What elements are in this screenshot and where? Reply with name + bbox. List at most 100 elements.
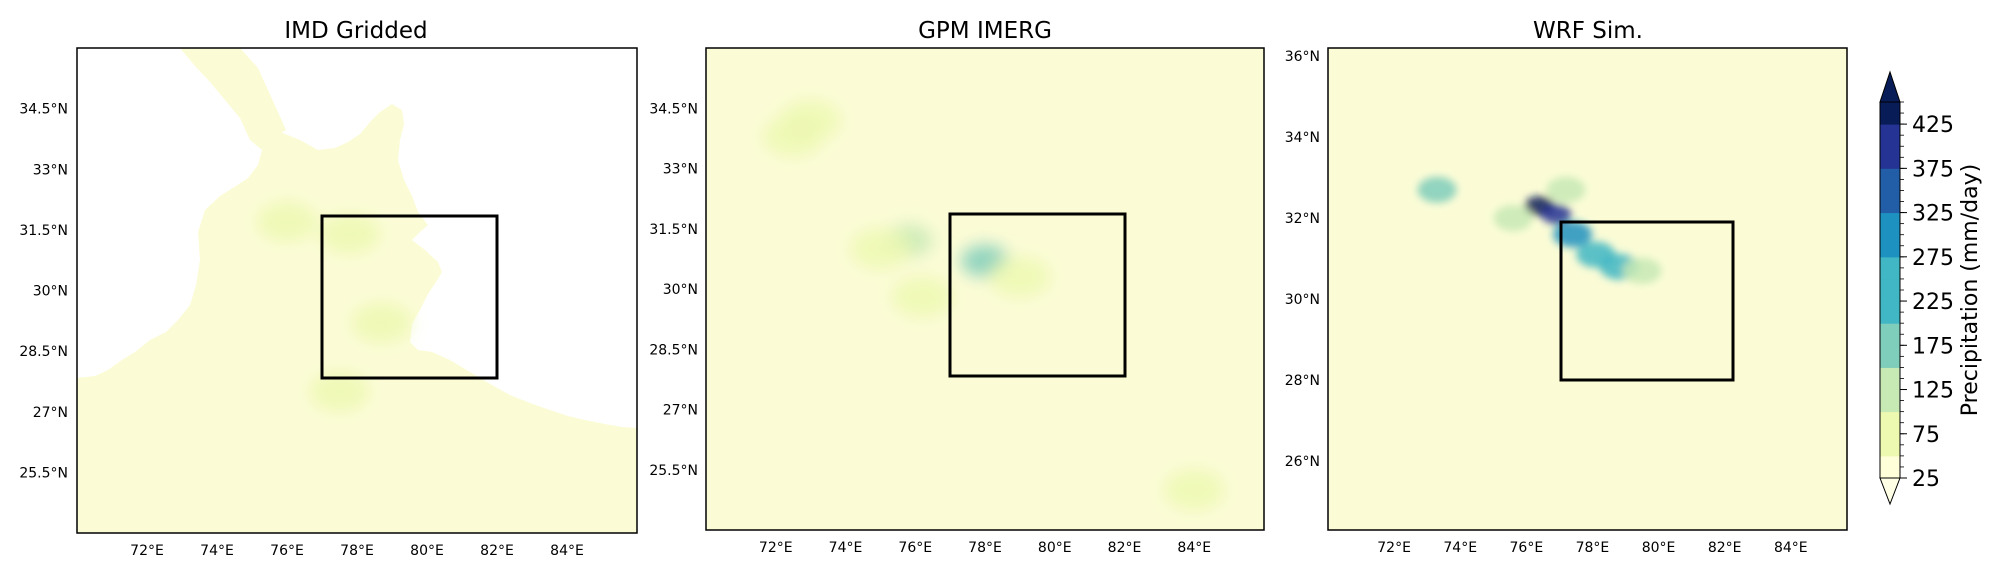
- y-tick-label: 28.5°N: [19, 344, 68, 360]
- panel-title: GPM IMERG: [918, 18, 1052, 44]
- panel-imd-gridded: IMD Gridded 72°E 74°E 76°E 78°E 80°E 82°E 84°E…: [19, 18, 638, 559]
- axes-frame: [1327, 47, 1848, 531]
- colorbar-tick-label: 325: [1912, 202, 1954, 227]
- colorbar-tick-label: 275: [1912, 246, 1954, 271]
- colorbar-segment: [1880, 190, 1900, 214]
- precip-hotspot: [1541, 204, 1572, 225]
- data-field: [1328, 48, 1847, 530]
- x-tick-label: 80°E: [1038, 540, 1072, 556]
- precip-hotspot: [1553, 221, 1593, 248]
- colorbar-segment: [1880, 301, 1900, 324]
- colorbar-extend-max: [1879, 70, 1901, 103]
- y-tick-labels: 25.5°N 27°N 28.5°N 30°N 31.5°N 33°N 34.5°N: [19, 102, 68, 482]
- colorbar-segment: [1880, 389, 1900, 413]
- y-tick-labels: 26°N 28°N 30°N 32°N 34°N 36°N: [1285, 49, 1320, 470]
- x-tick-label: 82°E: [1108, 540, 1142, 556]
- precip-hotspot: [257, 201, 317, 242]
- x-tick-label: 84°E: [1774, 540, 1808, 556]
- colorbar-tick-label: 25: [1912, 467, 1940, 492]
- colorbar-segment: [1880, 323, 1900, 346]
- precip-hotspot: [309, 371, 370, 412]
- precip-hotspots: [763, 100, 1225, 510]
- colorbar-segment: [1880, 367, 1900, 391]
- colorbar-segment: [1880, 433, 1900, 457]
- y-tick-label: 28°N: [1285, 373, 1320, 389]
- precip-hotspot: [1546, 176, 1586, 203]
- x-tick-label: 76°E: [270, 543, 304, 559]
- colorbar-segment: [1880, 256, 1900, 280]
- x-tick-label: 82°E: [1708, 540, 1742, 556]
- precip-hotspot: [1164, 469, 1225, 510]
- analysis-box: [948, 212, 1127, 378]
- x-tick-label: 72°E: [130, 543, 164, 559]
- x-tick-label: 74°E: [200, 543, 234, 559]
- colorbar-segment: [1880, 345, 1900, 368]
- y-tick-label: 36°N: [1285, 49, 1320, 65]
- precip-hotspots: [257, 201, 412, 412]
- x-tick-labels: 72°E 74°E 76°E 78°E 80°E 82°E 84°E: [759, 540, 1211, 556]
- precip-hotspot: [850, 228, 911, 269]
- y-tick-labels: 25.5°N 27°N 28.5°N 30°N 31.5°N 33°N 34.5°N: [649, 101, 698, 479]
- x-tick-label: 78°E: [1576, 540, 1610, 556]
- colorbar-minor-ticks: [1900, 101, 1904, 479]
- axes-frame: [76, 47, 638, 534]
- precip-hotspot: [1622, 257, 1662, 284]
- colorbar-tick-labels: 25 75 125 175 225 275 325 375 425: [1900, 113, 1954, 492]
- y-tick-label: 30°N: [33, 284, 68, 300]
- x-tick-label: 72°E: [759, 540, 793, 556]
- colorbar-tick-label: 375: [1912, 157, 1954, 182]
- y-tick-label: 31.5°N: [649, 222, 698, 238]
- x-tick-label: 84°E: [1177, 540, 1211, 556]
- y-tick-label: 32°N: [1285, 211, 1320, 227]
- y-tick-label: 34°N: [1285, 130, 1320, 146]
- analysis-box: [320, 214, 499, 380]
- colorbar-segment: [1880, 168, 1900, 191]
- precip-hotspot: [1417, 176, 1457, 203]
- y-tick-label: 28.5°N: [649, 342, 698, 358]
- x-tick-label: 80°E: [1642, 540, 1676, 556]
- colorbar-extend-min: [1879, 477, 1901, 506]
- precip-hotspot: [892, 277, 953, 318]
- colorbar-tick-label: 425: [1912, 113, 1954, 138]
- panel-title: IMD Gridded: [284, 18, 427, 44]
- precip-hotspot: [763, 116, 824, 157]
- colorbar-tick-label: 225: [1912, 290, 1954, 315]
- analysis-box: [1559, 220, 1735, 382]
- x-tick-label: 78°E: [340, 543, 374, 559]
- x-tick-labels: 72°E 74°E 76°E 78°E 80°E 82°E 84°E: [1377, 540, 1807, 556]
- colorbar-tick-label: 75: [1912, 423, 1940, 448]
- panel-title: WRF Sim.: [1533, 18, 1643, 44]
- x-tick-label: 80°E: [410, 543, 444, 559]
- y-tick-label: 30°N: [1285, 292, 1320, 308]
- y-tick-label: 33°N: [33, 162, 68, 178]
- colorbar-segment: [1880, 278, 1900, 302]
- precip-hotspot: [1493, 205, 1533, 232]
- colorbar-segment: [1880, 234, 1900, 258]
- colorbar-segment: [1880, 102, 1900, 125]
- y-tick-label: 34.5°N: [649, 101, 698, 117]
- y-tick-label: 31.5°N: [19, 223, 68, 239]
- y-tick-label: 25.5°N: [19, 465, 68, 481]
- colorbar: 25 75 125 175 225 275 325 375 425 Precipitation …: [1879, 70, 1983, 506]
- x-tick-label: 76°E: [898, 540, 932, 556]
- y-tick-label: 25.5°N: [649, 463, 698, 479]
- colorbar-segment: [1880, 124, 1900, 147]
- y-tick-label: 33°N: [663, 162, 698, 178]
- colorbar-label: Precipitation (mm/day): [1958, 164, 1983, 416]
- x-tick-label: 74°E: [829, 540, 863, 556]
- x-tick-label: 82°E: [480, 543, 514, 559]
- colorbar-segments: [1880, 102, 1900, 479]
- x-tick-label: 72°E: [1377, 540, 1411, 556]
- colorbar-segment: [1880, 146, 1900, 169]
- y-tick-label: 30°N: [663, 282, 698, 298]
- colorbar-segment: [1880, 212, 1900, 236]
- precip-hotspot: [351, 302, 412, 343]
- colorbar-tick-label: 175: [1912, 334, 1954, 359]
- precip-hotspot: [989, 256, 1050, 297]
- y-tick-label: 26°N: [1285, 454, 1320, 470]
- precip-hotspots: [1417, 176, 1662, 284]
- y-tick-label: 34.5°N: [19, 102, 68, 118]
- x-tick-label: 78°E: [968, 540, 1002, 556]
- x-tick-label: 74°E: [1443, 540, 1477, 556]
